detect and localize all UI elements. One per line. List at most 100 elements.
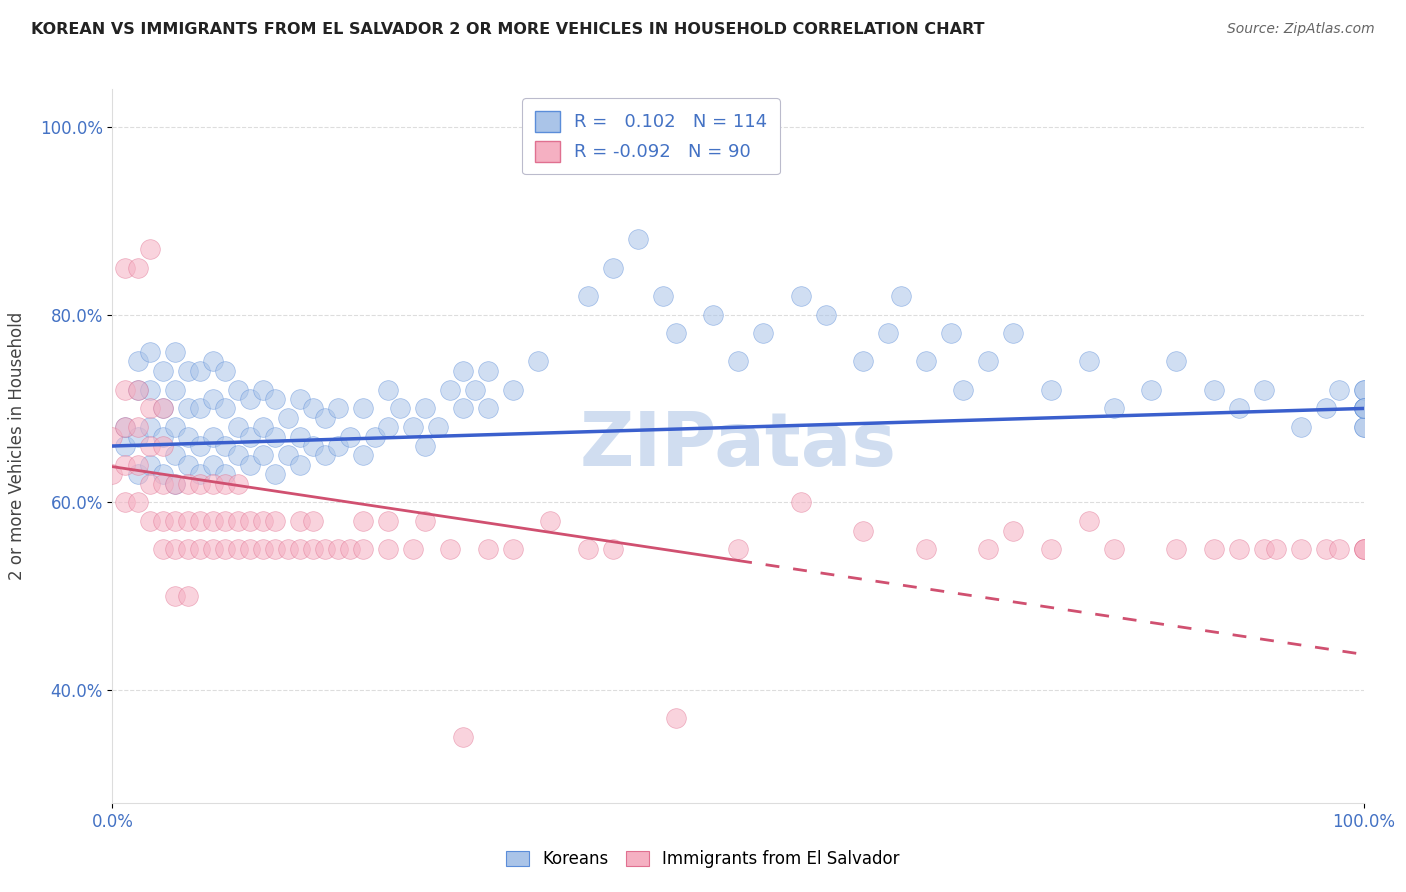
Point <box>413 514 436 528</box>
Point <box>152 467 174 482</box>
Point <box>264 514 287 528</box>
Point <box>939 326 962 341</box>
Point <box>152 439 174 453</box>
Point <box>252 542 274 557</box>
Point <box>377 542 399 557</box>
Point <box>277 542 299 557</box>
Y-axis label: 2 or more Vehicles in Household: 2 or more Vehicles in Household <box>8 312 25 580</box>
Point <box>352 401 374 416</box>
Point <box>226 383 249 397</box>
Point <box>314 410 336 425</box>
Point <box>176 589 198 603</box>
Point <box>402 420 425 434</box>
Point <box>277 410 299 425</box>
Point <box>127 467 149 482</box>
Point <box>201 429 224 443</box>
Point <box>352 514 374 528</box>
Point <box>377 383 399 397</box>
Point <box>163 589 186 603</box>
Point <box>290 458 312 472</box>
Point <box>301 401 323 416</box>
Point <box>451 401 474 416</box>
Point <box>1227 401 1250 416</box>
Point <box>301 542 323 557</box>
Point <box>239 542 262 557</box>
Point <box>1353 401 1375 416</box>
Point <box>114 458 136 472</box>
Point <box>114 383 136 397</box>
Point <box>790 289 813 303</box>
Point <box>239 392 262 406</box>
Point <box>139 242 162 256</box>
Point <box>451 364 474 378</box>
Point <box>127 429 149 443</box>
Point <box>277 449 299 463</box>
Point <box>1202 542 1225 557</box>
Point <box>1353 401 1375 416</box>
Point <box>652 289 675 303</box>
Point <box>326 439 349 453</box>
Point <box>977 542 1000 557</box>
Point <box>314 542 336 557</box>
Point <box>1002 524 1025 538</box>
Point <box>477 542 499 557</box>
Point <box>502 542 524 557</box>
Point <box>290 392 312 406</box>
Point <box>290 542 312 557</box>
Point <box>602 260 624 275</box>
Point <box>1353 383 1375 397</box>
Point <box>527 354 550 368</box>
Point <box>339 429 361 443</box>
Point <box>239 514 262 528</box>
Point <box>114 260 136 275</box>
Point <box>439 542 461 557</box>
Point <box>127 495 149 509</box>
Point <box>814 308 837 322</box>
Point <box>214 542 236 557</box>
Point <box>915 542 938 557</box>
Point <box>214 401 236 416</box>
Point <box>1353 420 1375 434</box>
Point <box>139 476 162 491</box>
Point <box>1077 514 1099 528</box>
Point <box>364 429 387 443</box>
Point <box>188 467 211 482</box>
Point <box>127 383 149 397</box>
Point <box>139 401 162 416</box>
Point <box>977 354 1000 368</box>
Point <box>252 420 274 434</box>
Point <box>1102 542 1125 557</box>
Point <box>226 542 249 557</box>
Point <box>1291 420 1313 434</box>
Point <box>727 542 749 557</box>
Point <box>1164 354 1187 368</box>
Point <box>1140 383 1163 397</box>
Point <box>326 542 349 557</box>
Point <box>314 449 336 463</box>
Point <box>152 429 174 443</box>
Point <box>264 429 287 443</box>
Point <box>339 542 361 557</box>
Point <box>226 476 249 491</box>
Point <box>201 542 224 557</box>
Point <box>426 420 449 434</box>
Point <box>1265 542 1288 557</box>
Point <box>152 401 174 416</box>
Point <box>852 354 875 368</box>
Point <box>114 439 136 453</box>
Point <box>576 542 599 557</box>
Point <box>188 364 211 378</box>
Point <box>477 401 499 416</box>
Point <box>413 401 436 416</box>
Point <box>101 429 124 443</box>
Point <box>1353 542 1375 557</box>
Legend: R =   0.102   N = 114, R = -0.092   N = 90: R = 0.102 N = 114, R = -0.092 N = 90 <box>522 98 780 174</box>
Point <box>702 308 724 322</box>
Point <box>101 467 124 482</box>
Point <box>176 458 198 472</box>
Point <box>301 514 323 528</box>
Point <box>139 458 162 472</box>
Point <box>1315 401 1337 416</box>
Point <box>214 364 236 378</box>
Point <box>214 514 236 528</box>
